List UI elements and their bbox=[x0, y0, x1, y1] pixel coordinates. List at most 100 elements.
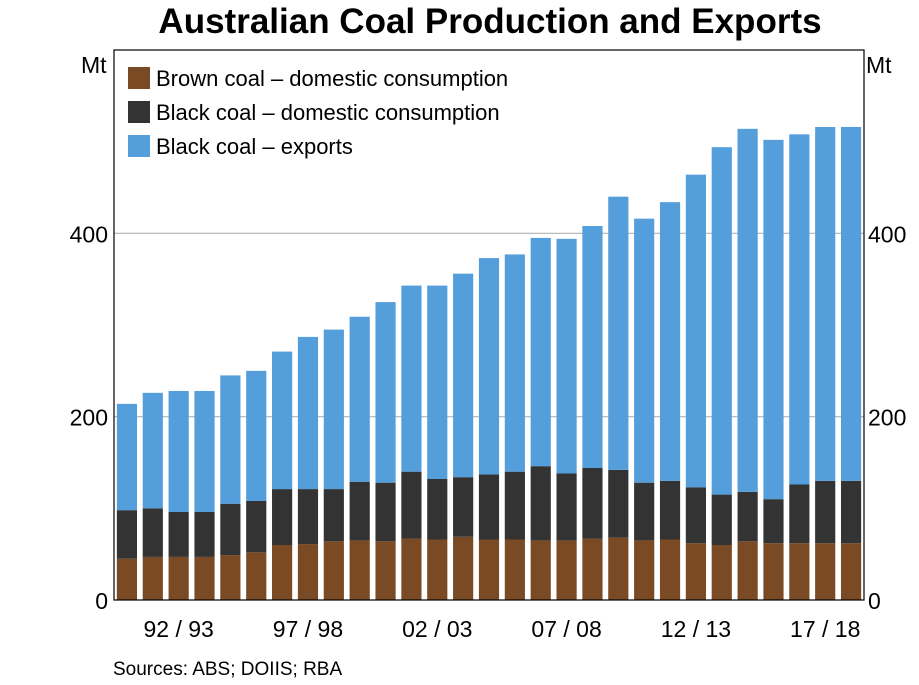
x-tick-label: 17 / 18 bbox=[790, 616, 860, 642]
bar-segment-brown-domestic bbox=[711, 545, 732, 600]
bar-segment-brown-domestic bbox=[530, 540, 551, 600]
bar-segment-black-exports bbox=[220, 375, 241, 504]
bar-segment-black-exports bbox=[530, 237, 551, 467]
bar-segment-brown-domestic bbox=[375, 541, 396, 600]
bar-segment-black-exports bbox=[789, 134, 810, 485]
bar-segment-brown-domestic bbox=[272, 545, 293, 600]
bar-segment-black-domestic bbox=[246, 501, 267, 553]
bar-segment-black-domestic bbox=[685, 487, 706, 544]
bar-segment-black-exports bbox=[504, 254, 525, 472]
y-axis-ticks: 0 0 200 200 400 400 bbox=[70, 221, 907, 614]
bar-segment-brown-domestic bbox=[323, 541, 344, 600]
legend-swatch bbox=[128, 67, 150, 89]
bar-segment-black-domestic bbox=[504, 471, 525, 540]
bar-segment-black-exports bbox=[116, 403, 138, 511]
y-tick-label-right: 0 bbox=[868, 588, 881, 614]
y-tick-label-left: 400 bbox=[70, 221, 108, 247]
bar-segment-black-domestic bbox=[142, 508, 163, 557]
legend-label: Black coal – domestic consumption bbox=[156, 100, 500, 125]
bar-segment-brown-domestic bbox=[168, 556, 189, 600]
bar-segment-black-exports bbox=[375, 302, 396, 483]
x-tick-label: 02 / 03 bbox=[402, 616, 472, 642]
legend-swatch bbox=[128, 101, 150, 123]
bar-segment-brown-domestic bbox=[427, 539, 448, 600]
x-tick-label: 97 / 98 bbox=[273, 616, 343, 642]
bar-segment-brown-domestic bbox=[763, 543, 784, 600]
bar-segment-black-domestic bbox=[478, 474, 500, 540]
bar-segment-brown-domestic bbox=[815, 543, 836, 600]
legend: Brown coal – domestic consumption Black c… bbox=[128, 66, 508, 159]
bar-segment-black-exports bbox=[711, 147, 732, 495]
x-tick-label: 12 / 13 bbox=[661, 616, 731, 642]
bar-segment-black-domestic bbox=[659, 480, 681, 540]
bar-segment-black-domestic bbox=[789, 484, 810, 544]
bar-segment-brown-domestic bbox=[608, 537, 629, 600]
bar-segment-black-domestic bbox=[375, 482, 396, 542]
bar-segment-black-exports bbox=[323, 329, 344, 490]
bar-segment-black-exports bbox=[737, 128, 758, 492]
bar-segment-black-exports bbox=[608, 196, 629, 470]
bar-segment-black-exports bbox=[582, 226, 603, 468]
bar-segment-brown-domestic bbox=[297, 544, 319, 600]
bar-segment-black-domestic bbox=[297, 489, 319, 545]
y-tick-label-left: 0 bbox=[95, 588, 108, 614]
y-tick-label-right: 400 bbox=[868, 221, 906, 247]
bar-segment-brown-domestic bbox=[737, 541, 758, 600]
bar-segment-black-exports bbox=[246, 370, 267, 501]
bar-segment-brown-domestic bbox=[220, 555, 241, 600]
bar-segment-brown-domestic bbox=[556, 540, 577, 600]
legend-label: Brown coal – domestic consumption bbox=[156, 66, 508, 91]
bar-segment-black-exports bbox=[634, 218, 655, 483]
bar-segment-brown-domestic bbox=[634, 540, 655, 600]
bar-segment-black-domestic bbox=[194, 512, 215, 557]
bar-segment-black-domestic bbox=[401, 471, 422, 539]
y-tick-label-left: 200 bbox=[70, 405, 108, 431]
bar-segment-black-exports bbox=[272, 351, 293, 490]
bar-segment-black-domestic bbox=[168, 512, 189, 557]
bar-segment-black-domestic bbox=[815, 480, 836, 544]
bar-segment-black-domestic bbox=[116, 510, 138, 559]
bar-segment-black-exports bbox=[685, 174, 706, 488]
bar-segment-black-exports bbox=[763, 139, 784, 500]
x-axis-ticks: 92 / 93 97 / 98 02 / 03 07 / 08 12 / 13 17 / … bbox=[143, 616, 860, 642]
y-unit-right: Mt bbox=[866, 52, 892, 78]
y-tick-label-right: 200 bbox=[868, 405, 906, 431]
bar-segment-black-exports bbox=[349, 316, 370, 482]
bar-segment-black-exports bbox=[427, 285, 448, 479]
bar-segment-black-exports bbox=[840, 127, 862, 481]
bar-segment-brown-domestic bbox=[401, 538, 422, 600]
x-tick-label: 07 / 08 bbox=[531, 616, 601, 642]
bar-segment-brown-domestic bbox=[685, 543, 706, 600]
bar-segment-black-exports bbox=[659, 202, 681, 481]
bar-segment-black-exports bbox=[168, 391, 189, 512]
bar-segment-black-domestic bbox=[711, 494, 732, 545]
bar-segment-brown-domestic bbox=[116, 558, 138, 600]
bar-segment-brown-domestic bbox=[142, 556, 163, 600]
chart-title: Australian Coal Production and Exports bbox=[158, 2, 822, 41]
bar-segment-brown-domestic bbox=[453, 536, 474, 600]
bar-segment-black-domestic bbox=[427, 479, 448, 540]
bar-segment-brown-domestic bbox=[194, 556, 215, 600]
bar-segment-black-domestic bbox=[453, 477, 474, 537]
bar-segment-black-domestic bbox=[608, 469, 629, 538]
legend-label: Black coal – exports bbox=[156, 134, 353, 159]
bar-segment-black-exports bbox=[297, 336, 319, 490]
bar-segment-black-domestic bbox=[634, 482, 655, 541]
bar-segment-black-domestic bbox=[530, 466, 551, 541]
bar-segment-brown-domestic bbox=[789, 543, 810, 600]
bar-segment-black-exports bbox=[194, 391, 215, 512]
bar-segment-black-exports bbox=[142, 392, 163, 509]
bars bbox=[116, 127, 862, 600]
bar-segment-black-domestic bbox=[737, 491, 758, 542]
bar-segment-black-domestic bbox=[840, 480, 862, 544]
plot-frame bbox=[113, 49, 865, 601]
bar-segment-brown-domestic bbox=[246, 552, 267, 600]
legend-swatch bbox=[128, 135, 150, 157]
bar-segment-brown-domestic bbox=[478, 539, 500, 600]
bar-segment-black-domestic bbox=[556, 473, 577, 541]
bar-segment-black-domestic bbox=[763, 499, 784, 544]
bar-segment-brown-domestic bbox=[504, 539, 525, 600]
bar-segment-black-domestic bbox=[220, 503, 241, 556]
bar-segment-black-domestic bbox=[349, 481, 370, 541]
